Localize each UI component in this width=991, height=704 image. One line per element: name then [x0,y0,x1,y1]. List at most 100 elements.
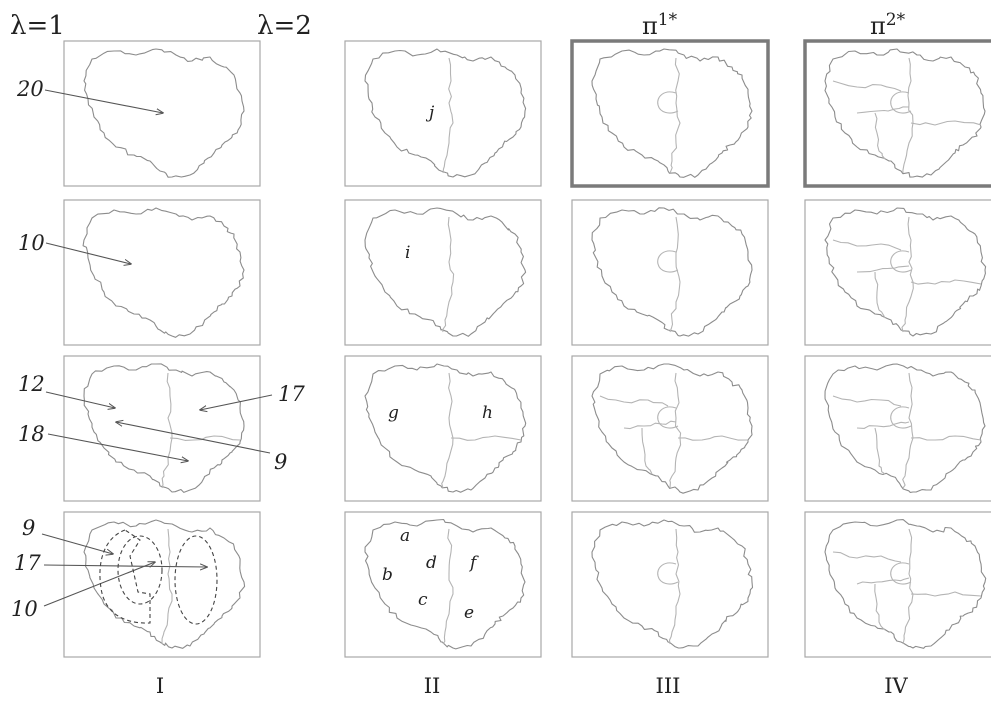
boundary-central-pocket [890,406,912,429]
region-g: g [388,403,399,423]
panel-c3-r3 [571,355,769,502]
header-pi-1-sup: 1* [658,10,678,30]
region-letters: j i g h a b c d e f [382,103,493,623]
panel-frame [804,355,991,502]
boundary-west-split [623,420,677,430]
header-lambda-2: λ=2 [257,11,312,41]
boundary-central-pocket [657,406,679,429]
header-pi-2: π2* [870,10,906,40]
panel-c4-r4 [804,511,991,658]
panel-c2-r1 [344,40,542,187]
arrow-12 [45,391,115,408]
map-outline [824,519,987,649]
boundary-west-split [856,265,910,273]
header-pi-2-base: π [870,12,886,40]
map-shape [364,207,527,337]
boundary-center-split [874,112,886,160]
boundary-center-split [874,271,886,319]
boundary-east-split [910,435,982,441]
boundary-west-east [669,57,681,174]
map-shape [364,48,527,178]
region-f: f [468,553,479,573]
map-outline [591,207,753,337]
boundary-north-split [599,395,669,407]
label-17-row3: 17 [278,382,305,406]
panel-frame [63,511,261,658]
map-shape [824,519,987,649]
arrow-20 [44,89,163,113]
map-shape [82,207,245,338]
panel-c1-r3 [63,355,261,502]
panel-frame [344,355,542,502]
column-label-2: II [424,674,441,698]
boundary-west-east [442,216,455,333]
map-shape [364,363,527,493]
panel-c2-r4 [344,511,542,658]
boundary-north-split [832,239,902,251]
map-outline [364,207,527,337]
map-outline [591,48,753,178]
panel-frame [344,40,542,187]
annotations-column-1 [41,89,273,625]
boundary-east-split [677,435,749,441]
boundary-west-east [161,528,173,645]
header-lambda-1: λ=1 [10,11,65,41]
region-d: d [426,553,437,573]
map-outline [82,207,245,338]
panel-frame [803,39,991,188]
panel-frame [344,199,542,346]
arrow-9-row4 [41,533,113,554]
panel-frame [804,511,991,658]
map-outline [364,48,527,178]
column-label-1: I [156,674,164,698]
panel-frame [63,199,261,346]
dashed-zone-center [117,535,163,605]
header-pi-1-base: π [642,12,658,40]
panel-frame [804,199,991,346]
header-pi-2-sup: 2* [886,10,906,30]
arrow-10-row2 [45,242,131,264]
region-i: i [405,243,410,263]
panel-c2-r2 [344,199,542,346]
boundary-north-split [832,80,902,92]
panel-frame [63,355,261,502]
map-outline [83,519,246,649]
boundary-central-pocket [657,250,679,273]
map-shape [83,519,246,649]
panel-c3-r2 [571,199,769,346]
dashed-zone-east [174,535,218,625]
map-outline [83,48,245,178]
header-pi-1: π1* [642,10,678,40]
column-label-4: IV [884,674,908,698]
panel-c1-r2 [63,199,261,346]
label-17-row4: 17 [14,551,41,575]
arrow-17-row4 [43,565,207,567]
label-20: 20 [16,77,44,101]
region-a: a [400,526,410,546]
label-10-row2: 10 [18,231,45,255]
boundary-center-split [874,583,886,631]
region-b: b [382,565,393,585]
boundary-central-pocket [657,562,679,585]
map-shape [824,207,987,337]
map-shape [83,363,245,493]
boundary-central-pocket [890,562,912,585]
arrow-10-row4 [43,562,155,607]
panel-c4-r1 [803,39,991,188]
boundary-west-east [669,216,681,333]
label-12: 12 [18,372,45,396]
panel-c3-r1 [570,39,770,188]
column-labels: I II III IV [156,674,909,698]
column-label-3: III [656,674,681,698]
boundary-west-split [856,106,910,114]
boundary-west-split [856,421,910,429]
arrow-17-row3 [200,394,273,410]
boundary-east-split [450,435,522,441]
boundary-east-split [910,279,982,285]
boundary-west-east [901,216,914,333]
panel-grid [63,39,991,658]
boundary-north-split [832,395,902,407]
map-outline [824,207,987,337]
boundary-central-pocket [657,91,679,114]
